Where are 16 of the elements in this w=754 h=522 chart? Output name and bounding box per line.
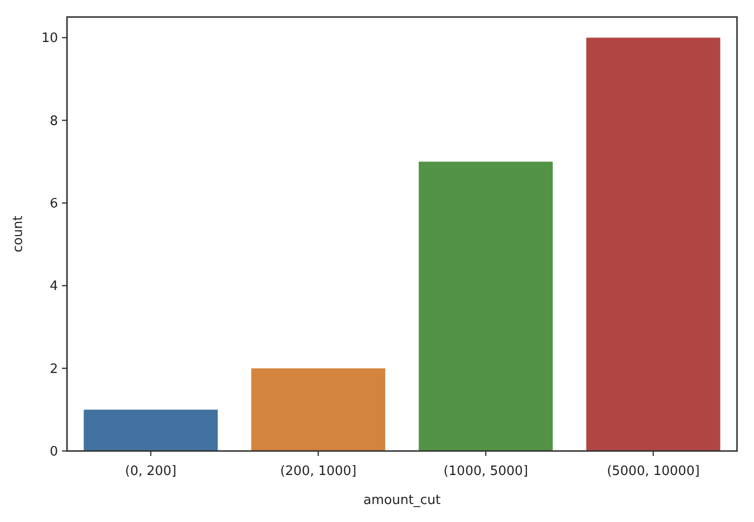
- x-tick-label: (0, 200]: [125, 464, 176, 479]
- x-tick-label: (5000, 10000]: [606, 464, 700, 479]
- y-axis-title: count: [11, 216, 26, 252]
- bar: [251, 368, 386, 451]
- y-tick-label: 0: [50, 444, 58, 460]
- y-tick-label: 8: [50, 114, 58, 129]
- y-tick-label: 2: [50, 362, 58, 377]
- x-tick-label: (1000, 5000]: [443, 464, 528, 479]
- y-tick-label: 4: [50, 279, 58, 294]
- y-tick-label: 6: [50, 196, 58, 212]
- x-tick-label: (200, 1000]: [280, 464, 356, 479]
- bar: [418, 162, 553, 451]
- x-axis-title: amount_cut: [363, 493, 441, 508]
- bar: [586, 38, 720, 451]
- y-tick-label: 10: [41, 31, 58, 46]
- bar: [84, 410, 218, 451]
